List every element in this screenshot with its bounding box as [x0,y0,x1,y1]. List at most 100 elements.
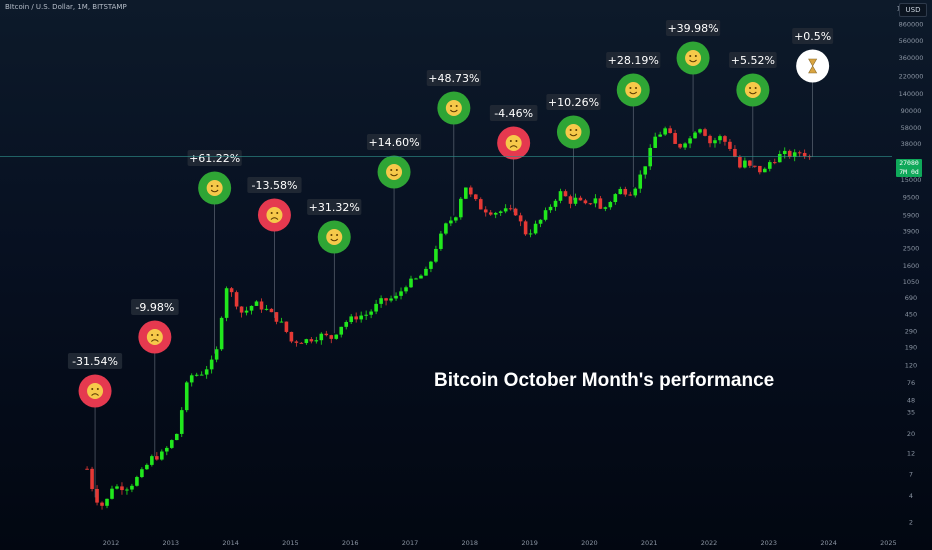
x-tick-label: 2017 [402,539,419,547]
candle-body [85,468,89,470]
october-annotation-2012[interactable]: -9.98% [131,299,179,457]
change-label: -9.98% [135,301,174,314]
candle-body [493,212,498,215]
y-tick-label: 1050 [903,278,920,286]
candle-body [369,311,373,315]
candle-body [409,278,413,288]
october-annotations: -31.54% -9.98% +61.22% -13.58% +31.32% +14.60… [67,20,834,498]
candle-body [179,410,184,434]
candle-body [678,143,682,148]
change-label-bg [792,28,834,44]
candle-body [105,498,109,506]
candle-body [140,469,144,478]
face-eye-icon [635,87,638,89]
y-tick-label: 2500 [903,245,920,253]
candle-body [533,223,538,234]
candle-body [723,136,727,142]
face-eye-icon [749,87,752,89]
candle-body [209,359,214,370]
y-tick-label: 5900 [903,212,920,220]
october-annotation-2013[interactable]: +61.22% [187,150,242,354]
october-annotation-2021[interactable]: +39.98% [665,20,721,132]
candle-body [439,233,443,249]
x-tick-label: 2023 [761,539,778,547]
candle-body [598,198,603,209]
face-mouth-icon [390,173,398,177]
candle-body [648,147,652,167]
y-tick-label: 15000 [901,176,922,184]
candle-body [673,133,677,144]
october-annotation-2016[interactable]: +14.60% [366,134,422,298]
x-tick-label: 2014 [222,539,239,547]
x-tick-label: 2020 [581,539,598,547]
face-eye-icon [151,334,154,336]
change-label-bg [131,299,179,315]
candle-body [264,308,269,310]
october-annotation-2022[interactable]: +5.52% [729,52,777,168]
change-label: +0.5% [794,30,831,43]
october-annotation-2014[interactable]: -13.58% [247,177,302,318]
candle-body [748,160,752,166]
october-annotation-2019[interactable]: +10.26% [546,94,601,201]
change-label-bg [67,353,123,369]
y-tick-label: 4 [909,492,913,500]
candle-body [758,165,762,173]
candle-body [399,291,403,296]
y-tick-label: 20 [907,430,915,438]
candle-body [753,165,757,167]
candle-body [389,298,393,301]
candle-body [394,295,398,299]
face-eye-icon [455,105,458,107]
change-label-bg [307,199,362,215]
october-annotation-2015[interactable]: +31.32% [307,199,362,334]
y-tick-label: 3900 [903,228,920,236]
candle-body [743,160,747,168]
candle-body [608,202,613,208]
change-label: -13.58% [251,179,297,192]
candle-body [309,339,314,342]
currency-badge[interactable]: USD [899,3,927,17]
candle-body [518,215,523,222]
candle-body [434,248,438,262]
face-mouth-icon [689,59,697,63]
candle-body [797,152,802,154]
candle-body [713,140,717,144]
happy-face-icon [565,124,582,140]
october-annotation-2020[interactable]: +28.19% [606,52,661,188]
change-label: -4.46% [494,107,533,120]
candle-body [683,143,687,148]
hourglass-icon [808,58,818,74]
candle-body [115,486,119,489]
change-label-bg [606,52,661,68]
candle-body [693,132,697,139]
candle-body [90,468,94,489]
october-annotation-2018[interactable]: -4.46% [489,105,538,213]
candle-body [254,301,259,306]
y-tick-label: 120 [905,361,917,369]
october-annotation-2017[interactable]: +48.73% [426,70,481,216]
y-tick-label: 140000 [899,90,924,98]
candle-body [468,187,473,195]
happy-face-icon [386,164,403,180]
candle-body [613,194,618,203]
y-tick-label: 58000 [901,124,922,132]
sad-face-icon [505,135,522,151]
october-annotation-2011[interactable]: -31.54% [67,353,123,498]
candle-body [777,154,782,163]
change-label: +14.60% [368,136,419,149]
candle-body [329,335,334,339]
candle-body [419,275,423,279]
candle-body [653,136,657,148]
candle-body [618,188,623,195]
october-annotation-2023[interactable]: +0.5% [792,28,834,157]
candle-body [429,261,433,269]
y-tick-label: 190 [905,344,917,352]
candle-body [219,317,224,350]
change-label: +48.73% [428,72,479,85]
change-label-bg [729,52,777,68]
candle-body [603,207,608,209]
candle-body [160,451,164,460]
face-eye-icon [96,388,99,390]
candle-body [449,220,453,224]
